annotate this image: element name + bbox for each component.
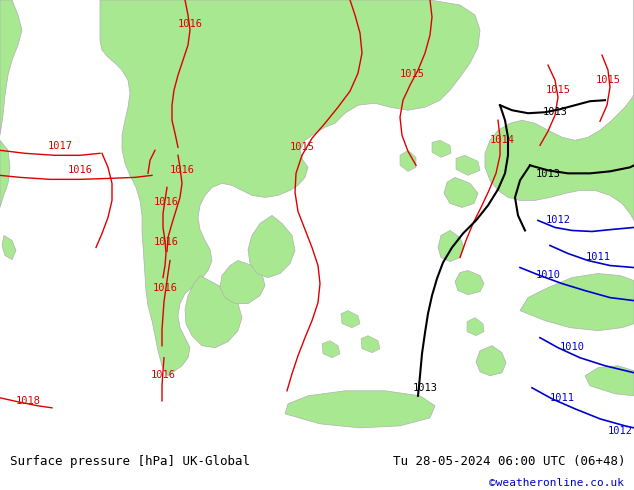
Text: 1014: 1014 xyxy=(489,135,515,146)
Polygon shape xyxy=(400,150,416,172)
Polygon shape xyxy=(322,341,340,358)
Polygon shape xyxy=(456,155,480,175)
Polygon shape xyxy=(485,0,634,220)
Polygon shape xyxy=(476,346,506,376)
Text: 1016: 1016 xyxy=(178,19,202,29)
Text: 1017: 1017 xyxy=(48,141,72,151)
Polygon shape xyxy=(248,216,295,277)
Text: 1016: 1016 xyxy=(153,197,179,207)
Text: 1012: 1012 xyxy=(607,426,633,436)
Polygon shape xyxy=(341,311,360,328)
Polygon shape xyxy=(432,140,451,157)
Polygon shape xyxy=(0,140,10,207)
Text: 1016: 1016 xyxy=(153,238,179,247)
Text: 1016: 1016 xyxy=(169,165,195,175)
Polygon shape xyxy=(100,0,480,376)
Polygon shape xyxy=(2,236,16,260)
Text: Tu 28-05-2024 06:00 UTC (06+48): Tu 28-05-2024 06:00 UTC (06+48) xyxy=(393,455,626,468)
Polygon shape xyxy=(185,275,242,348)
Text: 1015: 1015 xyxy=(545,85,571,95)
Text: ©weatheronline.co.uk: ©weatheronline.co.uk xyxy=(489,478,624,489)
Text: 1013: 1013 xyxy=(543,107,567,117)
Polygon shape xyxy=(444,177,478,207)
Polygon shape xyxy=(0,0,22,135)
Text: 1015: 1015 xyxy=(595,75,621,85)
Text: 1016: 1016 xyxy=(150,370,176,380)
Text: 1016: 1016 xyxy=(67,165,93,175)
Text: 1015: 1015 xyxy=(290,142,314,152)
Polygon shape xyxy=(455,270,484,294)
Polygon shape xyxy=(520,273,634,331)
Text: 1010: 1010 xyxy=(536,270,560,280)
Text: 1010: 1010 xyxy=(559,342,585,352)
Polygon shape xyxy=(585,366,634,396)
Text: Surface pressure [hPa] UK-Global: Surface pressure [hPa] UK-Global xyxy=(10,455,250,468)
Polygon shape xyxy=(438,230,464,262)
Text: 1015: 1015 xyxy=(399,69,425,79)
Text: 1013: 1013 xyxy=(413,383,437,393)
Polygon shape xyxy=(467,318,484,336)
Text: 1016: 1016 xyxy=(153,283,178,293)
Polygon shape xyxy=(285,391,435,428)
Text: 1018: 1018 xyxy=(15,396,41,406)
Text: 1013: 1013 xyxy=(536,170,560,179)
Text: 1012: 1012 xyxy=(545,216,571,225)
Text: 1011: 1011 xyxy=(586,251,611,262)
Text: 1011: 1011 xyxy=(550,393,574,403)
Polygon shape xyxy=(361,336,380,353)
Polygon shape xyxy=(220,261,265,304)
